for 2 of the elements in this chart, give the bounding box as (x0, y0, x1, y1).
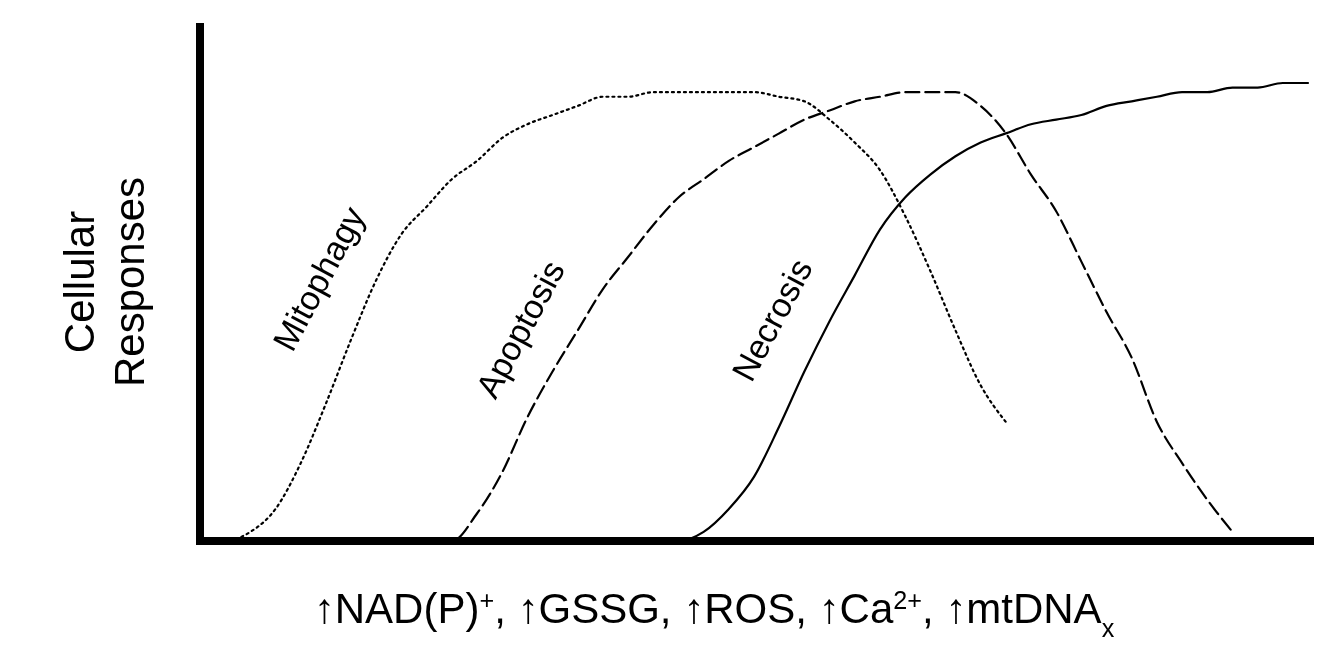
x-axis-title: ↑NAD(P)$^{+}$, ↑GSSG, ↑ROS, ↑Ca$^{2+}$, ↑mtDNA$_{x}$ (313, 585, 1115, 642)
y-axis-title: Cellular Responses (56, 176, 153, 388)
